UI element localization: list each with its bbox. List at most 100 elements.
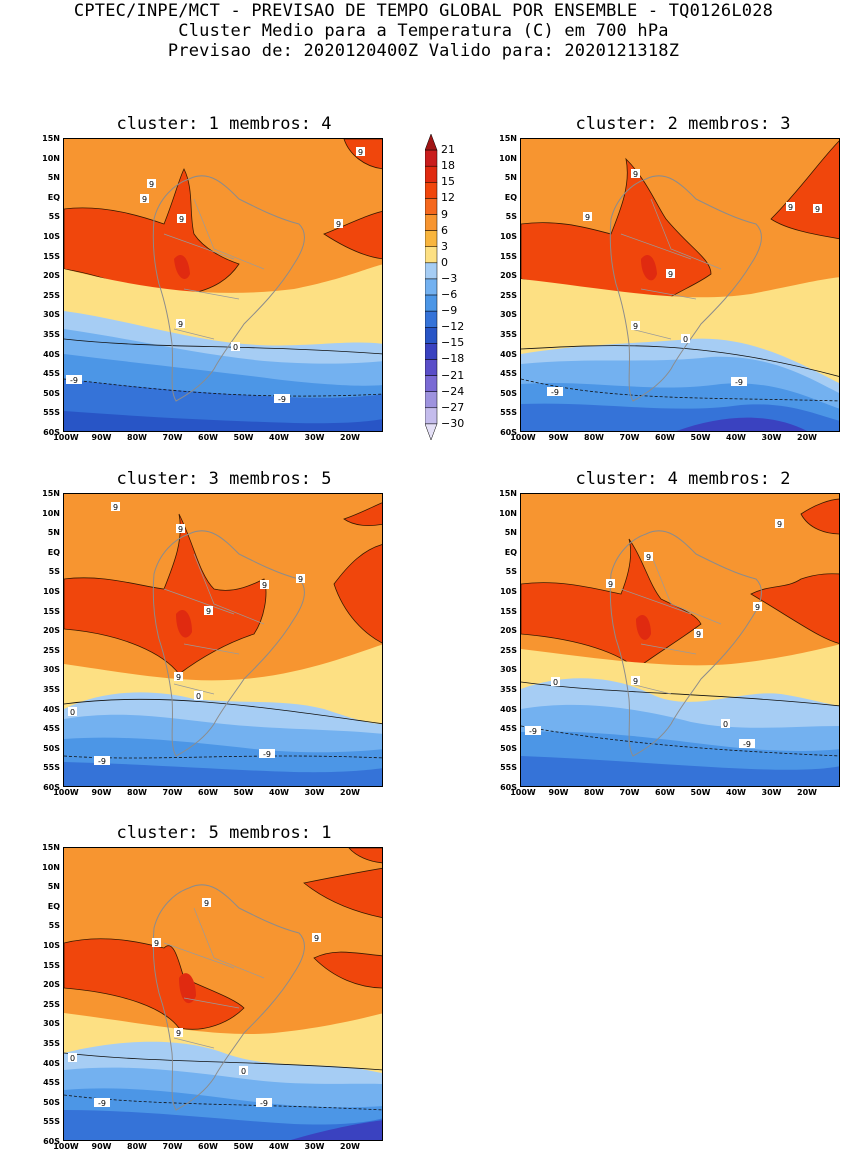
- contour-label: 9: [777, 520, 782, 529]
- lon-tick-label: 30W: [761, 788, 782, 797]
- contour-label-box: [547, 387, 563, 396]
- lon-tick-label: 20W: [797, 433, 817, 442]
- warm-core-region: [323, 211, 382, 260]
- contour-label: 9: [788, 203, 793, 212]
- lat-tick-label: 25S: [43, 999, 60, 1009]
- lat-tick-label: 45S: [43, 369, 60, 379]
- minus9-contour: [64, 378, 382, 397]
- contour-label: -9: [551, 388, 559, 397]
- contour-label-box: [753, 602, 762, 611]
- colorbar-label: 9: [441, 207, 448, 221]
- lon-tick-label: 60W: [198, 433, 218, 442]
- contour-label: 9: [585, 213, 590, 222]
- country-borders: [163, 553, 265, 695]
- contour-label: 9: [608, 580, 613, 589]
- colorbar-label: 12: [441, 191, 455, 205]
- lat-tick-label: 25S: [500, 290, 517, 300]
- lon-tick-label: 80W: [584, 788, 604, 797]
- contour-label: 9: [206, 607, 211, 616]
- lon-tick-label: 30W: [304, 788, 325, 797]
- lat-tick-label: 30S: [500, 665, 517, 675]
- lat-tick-label: 5S: [48, 921, 60, 931]
- lon-tick-label: 50W: [690, 433, 711, 442]
- panel-title-1: cluster: 1 membros: 4: [116, 114, 332, 134]
- lon-tick-label: 90W: [91, 788, 112, 797]
- country-borders: [163, 907, 265, 1049]
- lat-tick-label: 45S: [43, 724, 60, 734]
- contour-label-box: [312, 933, 321, 942]
- contour-label-box: [176, 319, 185, 328]
- contour-label-box: [147, 179, 156, 188]
- lat-tick-label: 20S: [43, 271, 60, 281]
- lat-tick-label: 30S: [43, 665, 60, 675]
- contour-label: -9: [278, 395, 286, 404]
- hot-spot: [174, 254, 190, 279]
- lat-tick-label: 35S: [500, 330, 517, 339]
- lat-tick-label: 50S: [43, 1097, 60, 1107]
- colorbar-label: −27: [441, 400, 465, 414]
- lat-tick-label: 55S: [500, 408, 517, 418]
- colorbar-scale: [425, 134, 438, 441]
- lat-tick-label: 20S: [43, 626, 60, 636]
- lat-tick-label: 10N: [42, 153, 60, 163]
- lat-tick-label: 30S: [500, 310, 517, 320]
- lat-tick-label: 35S: [43, 1039, 60, 1048]
- contour-label: -9: [263, 750, 271, 759]
- contour-label-box: [813, 204, 822, 213]
- lon-tick-label: 70W: [162, 788, 183, 797]
- colorbar-swatch: [425, 230, 438, 247]
- header-line-3: Previsao de: 2020120400Z Valido para: 20…: [167, 41, 680, 61]
- lat-tick-label: 20S: [500, 626, 517, 636]
- lat-tick-label: 5S: [505, 567, 517, 577]
- lat-tick-label: 35S: [43, 330, 60, 339]
- lat-tick-label: 45S: [500, 369, 517, 379]
- contour-label: 9: [633, 170, 638, 179]
- panel-title-2: cluster: 2 membros: 3: [575, 114, 791, 134]
- lat-tick-label: 55S: [43, 763, 60, 773]
- contour-label: 0: [233, 343, 238, 352]
- lat-tick-label: 25S: [500, 645, 517, 655]
- lat-tick-label: 60S: [43, 783, 60, 792]
- lon-tick-label: 30W: [304, 1142, 325, 1151]
- contour-label: -9: [743, 740, 751, 749]
- colorbar-swatch: [425, 278, 438, 296]
- header-line-1: CPTEC/INPE/MCT - PREVISAO DE TEMPO GLOBA…: [73, 1, 774, 21]
- map-panel-3: 9 9 9 9 9 9 0 0 -9 -9: [63, 493, 383, 787]
- lat-tick-label: 60S: [43, 428, 60, 437]
- warm-core-region: [348, 848, 382, 864]
- lat-tick-label: 5S: [48, 567, 60, 577]
- lon-tick-label: 100W: [53, 788, 79, 797]
- contour-label: 9: [179, 215, 184, 224]
- colorbar-label: −6: [441, 288, 458, 302]
- lat-tick-label: 60S: [500, 783, 517, 792]
- contour-label: 0: [241, 1067, 246, 1076]
- contour-label: 9: [176, 673, 181, 682]
- contour-label-box: [202, 898, 211, 907]
- contour-label-box: [66, 375, 82, 384]
- lon-tick-label: 20W: [340, 433, 360, 442]
- contour-label: 0: [553, 678, 558, 687]
- contour-label-box: [583, 212, 592, 221]
- colorbar-label: 0: [441, 255, 448, 269]
- lon-tick-label: 80W: [127, 1142, 147, 1151]
- country-borders: [620, 553, 722, 695]
- lat-tick-label: 25S: [43, 290, 60, 300]
- lon-tick-label: 60W: [655, 433, 675, 442]
- temperature-band: [676, 417, 807, 431]
- lon-tick-label: 50W: [690, 788, 711, 797]
- contour-label-box: [174, 672, 183, 681]
- lat-tick-label: 50S: [500, 743, 517, 753]
- contour-label-box: [239, 1066, 248, 1075]
- warm-core-region: [333, 544, 382, 644]
- zero-contour: [64, 338, 382, 355]
- warm-core-region: [800, 498, 839, 535]
- lon-tick-label: 20W: [340, 1142, 360, 1151]
- colorbar-label: 18: [441, 159, 455, 173]
- colorbar-swatch: [425, 391, 438, 409]
- lat-tick-label: EQ: [504, 192, 517, 202]
- colorbar-label: −21: [441, 368, 465, 382]
- colorbar-swatch: [425, 198, 438, 215]
- colorbar-label: 15: [441, 175, 455, 189]
- contour-label-box: [140, 194, 149, 203]
- warm-core-region: [750, 573, 839, 644]
